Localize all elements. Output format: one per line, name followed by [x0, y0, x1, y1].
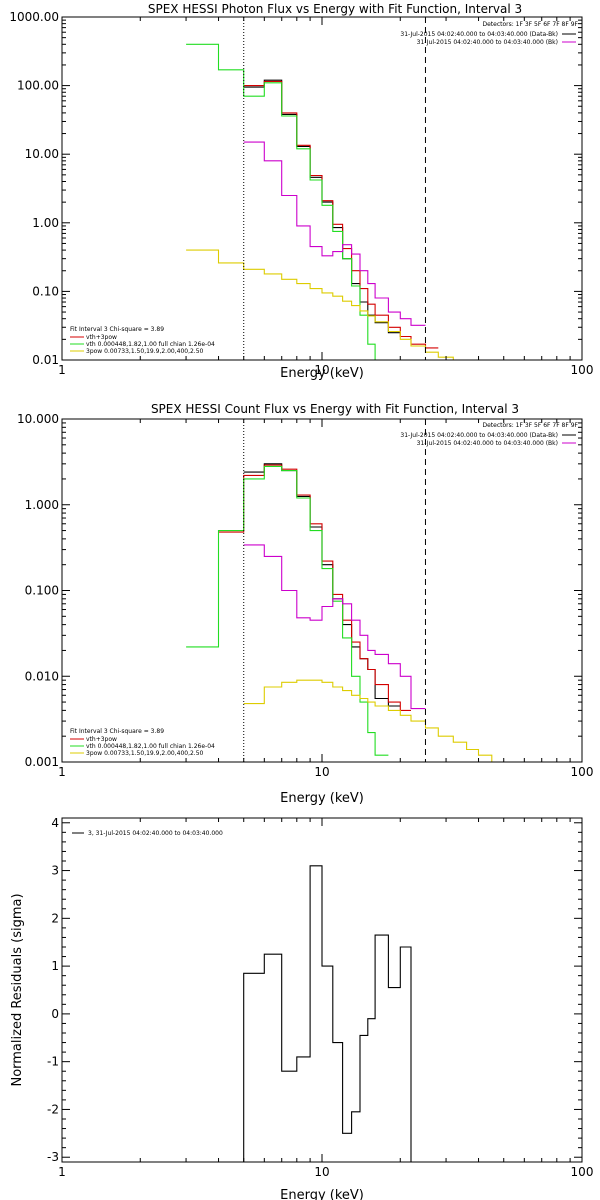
count-flux-panel: SPEX HESSI Count Flux vs Energy with Fit… — [17, 402, 593, 806]
photon-legend-3pow: 3pow 0.00733,1.50,19.9,2.00,400,2.50 — [86, 348, 204, 355]
count-axis-ticks: 1 10 100 0.001 0.010 0.100 1.000 10.000 — [17, 412, 593, 779]
residuals-y-tick-label: 2 — [51, 911, 59, 925]
photon-legend-vth3pow: vth+3pow — [86, 334, 117, 341]
photon-panel-title: SPEX HESSI Photon Flux vs Energy with Fi… — [148, 2, 522, 16]
photon-x-tick-label: 10 — [314, 363, 329, 377]
count-y-tick-label: 0.100 — [25, 584, 59, 598]
count-legend-bk: 31-Jul-2015 04:02:40.000 to 04:03:40.000… — [417, 440, 558, 447]
photon-series-black-line — [243, 79, 401, 334]
photon-y-tick-label: 10.00 — [25, 147, 59, 161]
count-series-red-line — [218, 464, 411, 711]
photon-legend-data-bk: 31-Jul-2015 04:02:40.000 to 04:03:40.000… — [400, 31, 558, 38]
residuals-y-tick-label: -2 — [47, 1102, 59, 1116]
count-y-tick-label: 0.010 — [25, 669, 59, 683]
residuals-axis-ticks: 1 10 100 -3 -2 -1 0 1 2 3 4 — [47, 816, 593, 1179]
photon-series-group — [186, 43, 504, 361]
photon-legend-top: Detectors: 1F 3F 5F 6F 7F 8F 9F 31-Jul-2… — [400, 21, 578, 46]
count-legend-data-bk: 31-Jul-2015 04:02:40.000 to 04:03:40.000… — [400, 432, 558, 439]
count-x-tick-label: 100 — [571, 765, 594, 779]
residuals-y-tick-label: -3 — [47, 1150, 59, 1164]
photon-y-tick-label: 0.10 — [32, 284, 59, 298]
photon-x-tick-label: 100 — [571, 363, 594, 377]
photon-y-tick-label: 1.00 — [32, 216, 59, 230]
residuals-x-axis-label: Energy (keV) — [280, 1188, 364, 1200]
photon-vlines — [243, 17, 426, 360]
residuals-y-axis-label: Normalized Residuals (sigma) — [10, 893, 25, 1086]
residuals-y-tick-label: 0 — [51, 1007, 59, 1021]
count-x-tick-label: 10 — [314, 765, 329, 779]
photon-axis-ticks: 1 10 100 0.01 0.10 1.00 10.00 100.00 1000.00 — [9, 10, 593, 377]
count-panel-title: SPEX HESSI Count Flux vs Energy with Fit… — [151, 402, 519, 416]
residuals-x-tick-label: 10 — [314, 1165, 329, 1179]
count-y-tick-label: 10.000 — [17, 412, 59, 426]
count-legend-top: Detectors: 1F 3F 5F 6F 7F 8F 9F 31-Jul-2… — [400, 422, 578, 447]
residuals-y-tick-label: 1 — [51, 959, 59, 973]
count-series-yellow-line — [243, 679, 504, 763]
photon-y-tick-label: 0.01 — [32, 353, 59, 367]
count-series-green-line — [186, 465, 389, 756]
residuals-x-tick-label: 100 — [571, 1165, 594, 1179]
count-x-axis-label: Energy (keV) — [280, 791, 364, 806]
photon-legend-bk: 31-Jul-2015 04:02:40.000 to 04:03:40.000… — [417, 39, 558, 46]
residuals-y-tick-label: 4 — [51, 816, 59, 830]
photon-series-yellow-line — [186, 249, 504, 361]
photon-x-axis-label: Energy (keV) — [280, 366, 364, 381]
count-x-tick-label: 1 — [58, 765, 66, 779]
residuals-x-tick-label: 1 — [58, 1165, 66, 1179]
count-series-magenta-line — [243, 544, 426, 710]
residuals-legend-text: 3, 31-Jul-2015 04:02:40.000 to 04:03:40.… — [88, 830, 223, 837]
photon-y-tick-label: 100.00 — [17, 79, 59, 93]
count-legend-vth: vth 0.000448,1.82,1.00 full chian 1.26e-… — [86, 743, 215, 750]
photon-legend-bottom: Fit Interval 3 Chi-square = 3.89 vth+3po… — [70, 326, 215, 355]
photon-legend-detectors: Detectors: 1F 3F 5F 6F 7F 8F 9F — [482, 21, 578, 28]
residuals-series-black-line — [243, 865, 412, 1162]
count-legend-3pow: 3pow 0.00733,1.50,19.9,2.00,400,2.50 — [86, 750, 204, 757]
photon-series-red-line — [243, 80, 439, 349]
count-legend-fit-interval: Fit Interval 3 Chi-square = 3.89 — [70, 728, 164, 735]
photon-flux-panel: SPEX HESSI Photon Flux vs Energy with Fi… — [9, 2, 593, 381]
photon-x-tick-label: 1 — [58, 363, 66, 377]
count-y-tick-label: 0.001 — [25, 755, 59, 769]
count-plot-frame — [61, 418, 583, 763]
photon-legend-vth: vth 0.000448,1.82,1.00 full chian 1.26e-… — [86, 341, 215, 348]
count-legend-bottom: Fit Interval 3 Chi-square = 3.89 vth+3po… — [70, 728, 215, 757]
count-series-group — [186, 463, 504, 763]
count-y-tick-label: 1.000 — [25, 498, 59, 512]
photon-y-tick-label: 1000.00 — [9, 10, 59, 24]
count-series-black-line — [243, 463, 401, 707]
count-legend-vth3pow: vth+3pow — [86, 736, 117, 743]
count-legend-detectors: Detectors: 1F 3F 5F 6F 7F 8F 9F — [482, 422, 578, 429]
residuals-y-tick-label: -1 — [47, 1055, 59, 1069]
residuals-y-tick-label: 3 — [51, 864, 59, 878]
residuals-panel: 1 10 100 -3 -2 -1 0 1 2 3 4 Energy (keV) Normalize… — [10, 816, 593, 1200]
photon-legend-fit-interval: Fit Interval 3 Chi-square = 3.89 — [70, 326, 164, 333]
count-vlines — [243, 419, 426, 762]
photon-series-green-line — [186, 43, 389, 361]
residuals-series-group — [243, 865, 412, 1162]
photon-series-magenta-line — [243, 141, 426, 326]
